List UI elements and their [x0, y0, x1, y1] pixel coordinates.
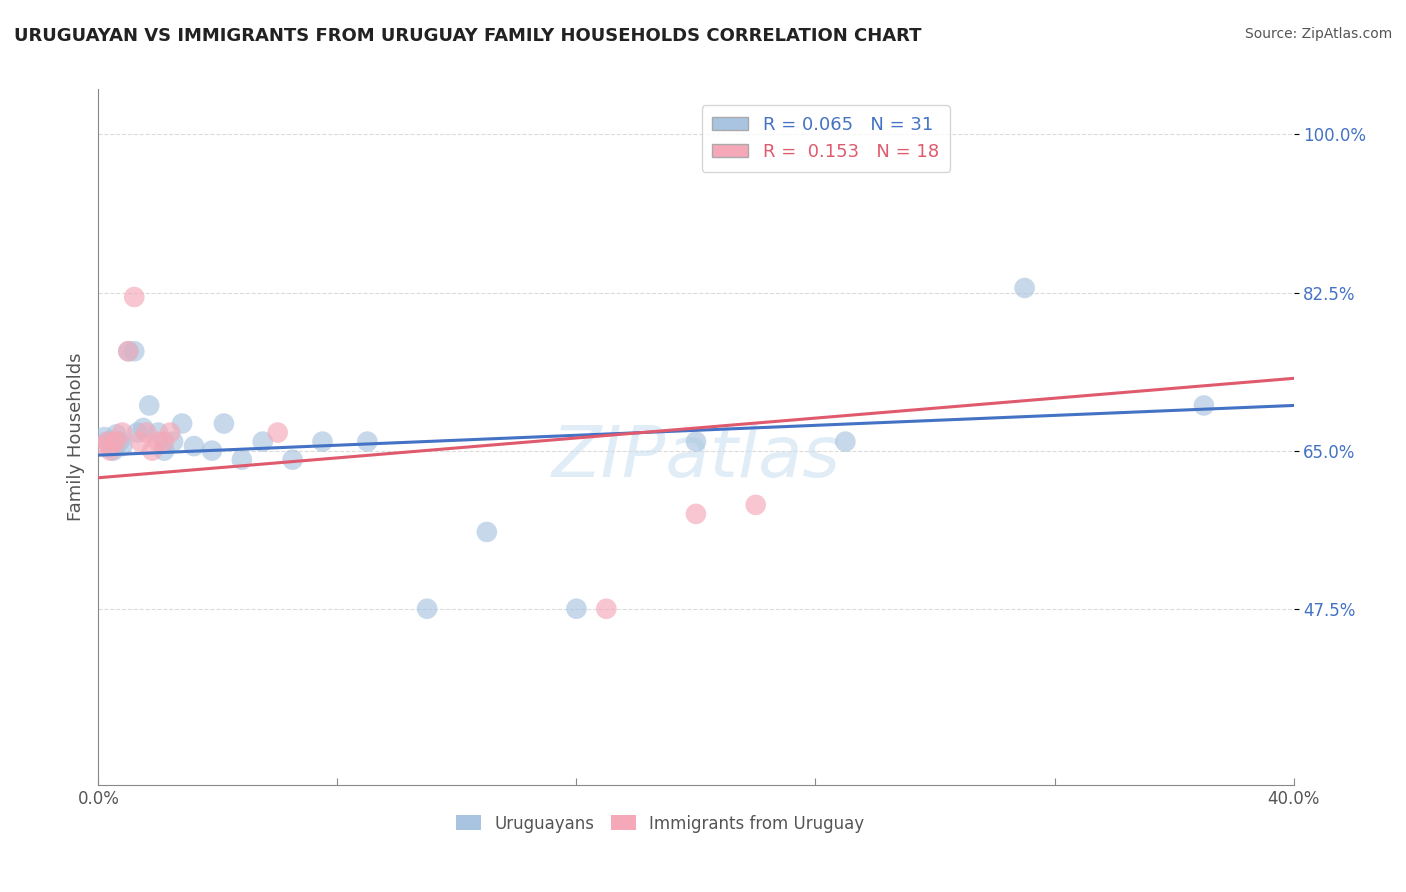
Point [356, 434, 378, 449]
Point [103, 443, 125, 458]
Point [98, 439, 122, 453]
Point [153, 443, 176, 458]
Point [93, 430, 115, 444]
Point [595, 601, 617, 615]
Point [148, 425, 170, 440]
Point [685, 434, 707, 449]
Point [117, 344, 139, 359]
Point [685, 507, 707, 521]
Point [96, 434, 118, 449]
Point [183, 439, 205, 453]
Point [267, 425, 290, 440]
Point [745, 498, 768, 512]
Point [138, 399, 160, 413]
Point [1192, 399, 1215, 413]
Point [159, 425, 181, 440]
Point [281, 452, 304, 467]
Point [172, 417, 194, 431]
Point [565, 601, 588, 615]
Point [416, 601, 439, 615]
Point [111, 425, 134, 440]
Point [153, 434, 176, 449]
Legend: Uruguayans, Immigrants from Uruguay: Uruguayans, Immigrants from Uruguay [450, 808, 870, 839]
Point [98, 443, 122, 458]
Point [252, 434, 274, 449]
Point [105, 434, 128, 449]
Point [124, 344, 146, 359]
Point [105, 427, 128, 442]
Point [124, 290, 146, 304]
Y-axis label: Family Households: Family Households [66, 353, 84, 521]
Point [162, 434, 184, 449]
Text: URUGUAYAN VS IMMIGRANTS FROM URUGUAY FAMILY HOUSEHOLDS CORRELATION CHART: URUGUAYAN VS IMMIGRANTS FROM URUGUAY FAM… [14, 27, 921, 45]
Point [117, 344, 139, 359]
Text: Source: ZipAtlas.com: Source: ZipAtlas.com [1244, 27, 1392, 41]
Point [127, 425, 149, 440]
Point [311, 434, 333, 449]
Point [103, 434, 125, 449]
Point [132, 421, 155, 435]
Point [96, 434, 118, 449]
Point [212, 417, 235, 431]
Point [231, 452, 253, 467]
Point [141, 443, 163, 458]
Point [108, 434, 131, 449]
Point [129, 434, 152, 449]
Point [201, 443, 224, 458]
Point [148, 434, 170, 449]
Point [475, 524, 498, 539]
Point [834, 434, 856, 449]
Point [93, 439, 115, 453]
Point [135, 425, 157, 440]
Point [1014, 281, 1036, 295]
Point [111, 439, 134, 453]
Text: ZIPatlas: ZIPatlas [551, 424, 841, 492]
